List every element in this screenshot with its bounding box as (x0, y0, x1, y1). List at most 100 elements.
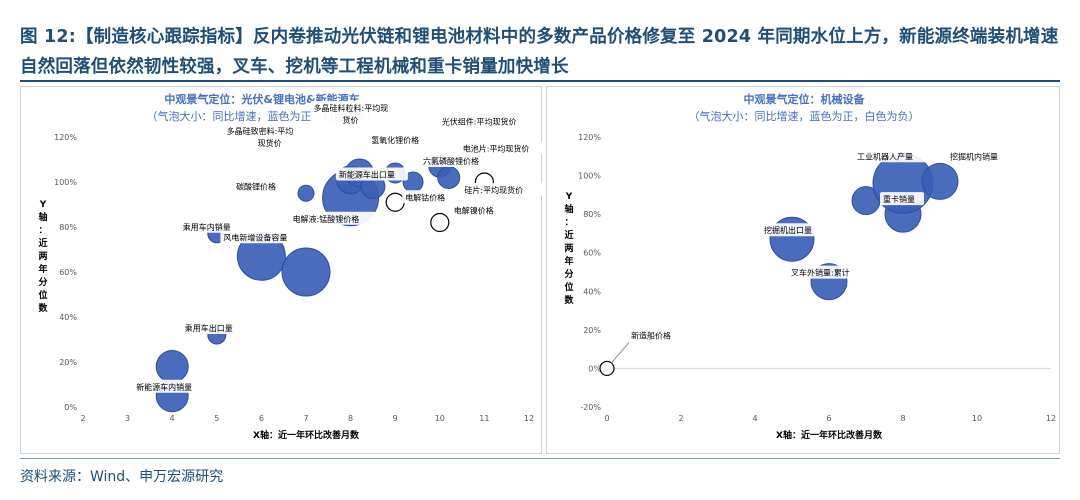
chart-panel-right: 中观景气定位：机械设备 （气泡大小：同比增速，蓝色为正，白色为负） -20% 0% 20… (546, 86, 1060, 454)
y-tick-label: 120% (578, 133, 601, 142)
point-label: 电解镍价格 (454, 206, 494, 216)
point-label: 新造船价格 (631, 330, 671, 340)
y-tick-label: 100% (578, 172, 601, 181)
y-axis-label: Y 轴：近两年分位数 (564, 192, 574, 306)
point-label-bg (233, 179, 287, 193)
point-label: 叉车外销量:累计 (791, 268, 850, 278)
x-tick-label: 6 (259, 414, 264, 423)
point-label-bg (133, 379, 208, 393)
point-label: 光伏组件:平均现货价 (442, 116, 517, 126)
x-tick-label: 11 (479, 414, 489, 423)
point-label: 新能源车内销量 (136, 382, 192, 392)
point-label-bg (788, 265, 864, 279)
bubble-chart-pv-battery-ev: 中观景气定位：光伏&锂电池&新能源车（气泡大小：同比增速，蓝色为正，白色为负）0… (38, 92, 543, 441)
title-divider (20, 80, 1060, 82)
point-label-bg (880, 192, 924, 206)
point-label: 重卡销量 (883, 194, 915, 204)
point-label-bg (420, 154, 495, 167)
bubble-point (437, 166, 461, 189)
y-tick-label: 40% (59, 313, 77, 322)
point-label: 六氟磷酸锂价格 (423, 156, 479, 166)
x-tick-label: 3 (125, 414, 130, 423)
point-label-bg (450, 203, 507, 217)
point-label-bg (461, 183, 543, 196)
point-label: 电池片:平均现货价 (463, 144, 530, 154)
figure-title: 图 12:【制造核心跟踪指标】反内卷推动光伏链和锂电池材料中的多数产品价格修复至… (20, 27, 1059, 77)
y-tick-label: -20% (580, 403, 601, 412)
bubble-point (297, 184, 315, 202)
y-tick-label: 20% (583, 326, 601, 335)
x-tick-label: 0 (604, 414, 609, 423)
chart-subtitle: （气泡大小：同比增速，蓝色为正，白色为负） (689, 109, 920, 123)
x-tick-label: 10 (972, 414, 982, 423)
x-tick-label: 6 (826, 414, 831, 423)
label-leader-line (610, 342, 630, 364)
point-label-bg (179, 219, 246, 233)
x-tick-label: 8 (900, 414, 905, 423)
point-label: 硅片:平均现货价 (464, 185, 523, 195)
x-axis-label: X轴：近一年环比改善月数 (253, 429, 360, 441)
chart-title: 中观景气定位：机械设备 (744, 92, 866, 106)
x-tick-label: 8 (348, 414, 353, 423)
point-label: 挖掘机出口量 (764, 225, 812, 235)
y-tick-label: 120% (54, 133, 77, 142)
x-tick-label: 2 (80, 414, 85, 423)
point-label: 风电新增设备容量 (223, 232, 287, 242)
point-label: 工业机器人产量 (857, 151, 913, 161)
bubble-point (430, 212, 450, 233)
bubble-point (281, 247, 331, 297)
y-tick-label: 80% (59, 223, 77, 232)
point-label-bg (761, 223, 827, 237)
point-label-bg (628, 328, 688, 342)
x-tick-label: 10 (435, 414, 445, 423)
point-label: 挖掘机内销量 (950, 151, 998, 161)
point-label-bg (310, 101, 397, 125)
x-tick-label: 5 (214, 414, 219, 423)
bubble-point (921, 162, 959, 200)
x-axis-label: X轴：近一年环比改善月数 (776, 429, 883, 441)
y-tick-label: 0% (588, 364, 601, 373)
point-label: 氢氧化锂价格 (371, 135, 419, 145)
x-tick-label: 12 (524, 414, 534, 423)
y-tick-label: 60% (583, 249, 601, 258)
point-label-bg (289, 211, 376, 225)
point-label: 乘用车出口量 (185, 323, 233, 333)
x-tick-label: 9 (393, 414, 398, 423)
point-label-bg (459, 141, 543, 155)
point-label: 多晶硅致密料:平均现货价 (227, 126, 294, 148)
point-label-bg (181, 321, 246, 334)
x-tick-label: 4 (170, 414, 175, 423)
point-label-bg (335, 167, 408, 181)
y-axis-label: Y 轴：近两年分位数 (38, 200, 48, 314)
y-tick-label: 100% (54, 178, 77, 187)
point-label: 电解钴价格 (405, 192, 445, 202)
point-label-bg (402, 190, 459, 204)
point-label-bg (947, 149, 1013, 163)
point-label-bg (368, 133, 433, 146)
point-label-bg (438, 114, 537, 128)
y-tick-label: 80% (583, 210, 601, 219)
point-label: 新能源车出口量 (339, 170, 395, 180)
x-tick-label: 4 (752, 414, 757, 423)
point-label: 多晶硅料粒料:平均现货价 (314, 103, 389, 125)
point-label-bg (854, 149, 930, 163)
bubble-point (155, 350, 189, 383)
y-tick-label: 40% (583, 287, 601, 296)
bubble-chart-machinery: 中观景气定位：机械设备（气泡大小：同比增速，蓝色为正，白色为负）-20%0%20… (564, 92, 1056, 441)
point-label: 乘用车内销量 (183, 222, 231, 232)
y-tick-label: 20% (59, 358, 77, 367)
source-divider (20, 458, 1060, 459)
y-tick-label: 0% (64, 403, 77, 412)
x-tick-label: 12 (1046, 414, 1056, 423)
point-label: 电解液:锰酸锂价格 (293, 214, 360, 224)
x-tick-label: 2 (678, 414, 683, 423)
y-tick-label: 60% (59, 268, 77, 277)
point-label-bg (220, 230, 303, 244)
chart-panel-left: 中观景气定位：光伏&锂电池&新能源车 （气泡大小：同比增速，蓝色为正，白色为负） 0… (20, 86, 543, 454)
point-label: 碳酸锂价格 (236, 181, 276, 191)
bubble-point (385, 192, 405, 212)
x-tick-label: 7 (303, 414, 308, 423)
bubble-point (599, 360, 615, 377)
point-label-bg (223, 123, 314, 148)
source-note: 资料来源：Wind、申万宏源研究 (20, 469, 224, 485)
